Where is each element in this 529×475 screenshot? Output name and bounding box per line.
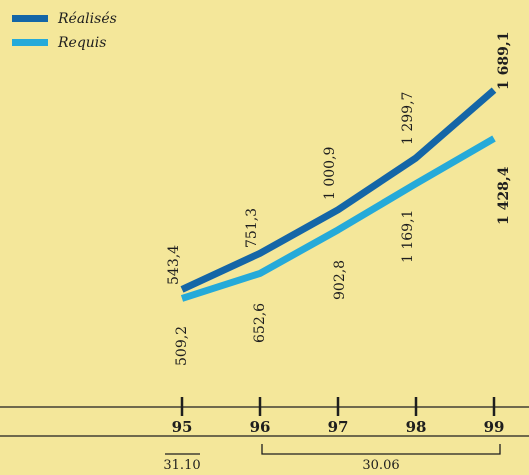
bracket-30-06 [261, 444, 501, 455]
series-line-requis [180, 135, 496, 302]
data-label-realises-99: 1 689,1 [496, 32, 512, 90]
data-label-realises-97: 1 000,9 [322, 147, 338, 200]
x-tick-label-96: 96 [250, 418, 271, 436]
period-brackets: 31.10 30.06 [163, 444, 501, 473]
data-label-requis-97: 902,8 [332, 260, 348, 300]
data-label-requis-96: 652,6 [252, 303, 268, 343]
legend-label-requis: Requis [57, 35, 106, 51]
series-line-realises [180, 87, 497, 293]
data-labels: 543,4 751,3 1 000,9 1 299,7 1 689,1 509,2 652,… [166, 32, 512, 366]
data-label-requis-99: 1 428,4 [496, 166, 512, 225]
data-label-requis-98: 1 169,1 [400, 210, 416, 263]
x-tick-label-97: 97 [328, 418, 349, 436]
legend-label-realises: Réalisés [57, 11, 117, 27]
legend-swatch-requis [12, 39, 48, 46]
data-label-realises-98: 1 299,7 [400, 92, 416, 145]
date-label-30-06: 30.06 [362, 458, 399, 473]
x-tick-label-99: 99 [484, 418, 505, 436]
date-label-31-10: 31.10 [163, 458, 200, 473]
data-label-requis-95: 509,2 [174, 326, 190, 366]
data-label-realises-96: 751,3 [244, 208, 260, 248]
legend-swatch-realises [12, 15, 48, 22]
data-label-realises-95: 543,4 [166, 245, 182, 285]
x-axis-ticks: 95 96 97 98 99 [172, 397, 505, 436]
x-tick-label-98: 98 [406, 418, 427, 436]
legend: Réalisés Requis [12, 11, 117, 51]
x-tick-label-95: 95 [172, 418, 193, 436]
